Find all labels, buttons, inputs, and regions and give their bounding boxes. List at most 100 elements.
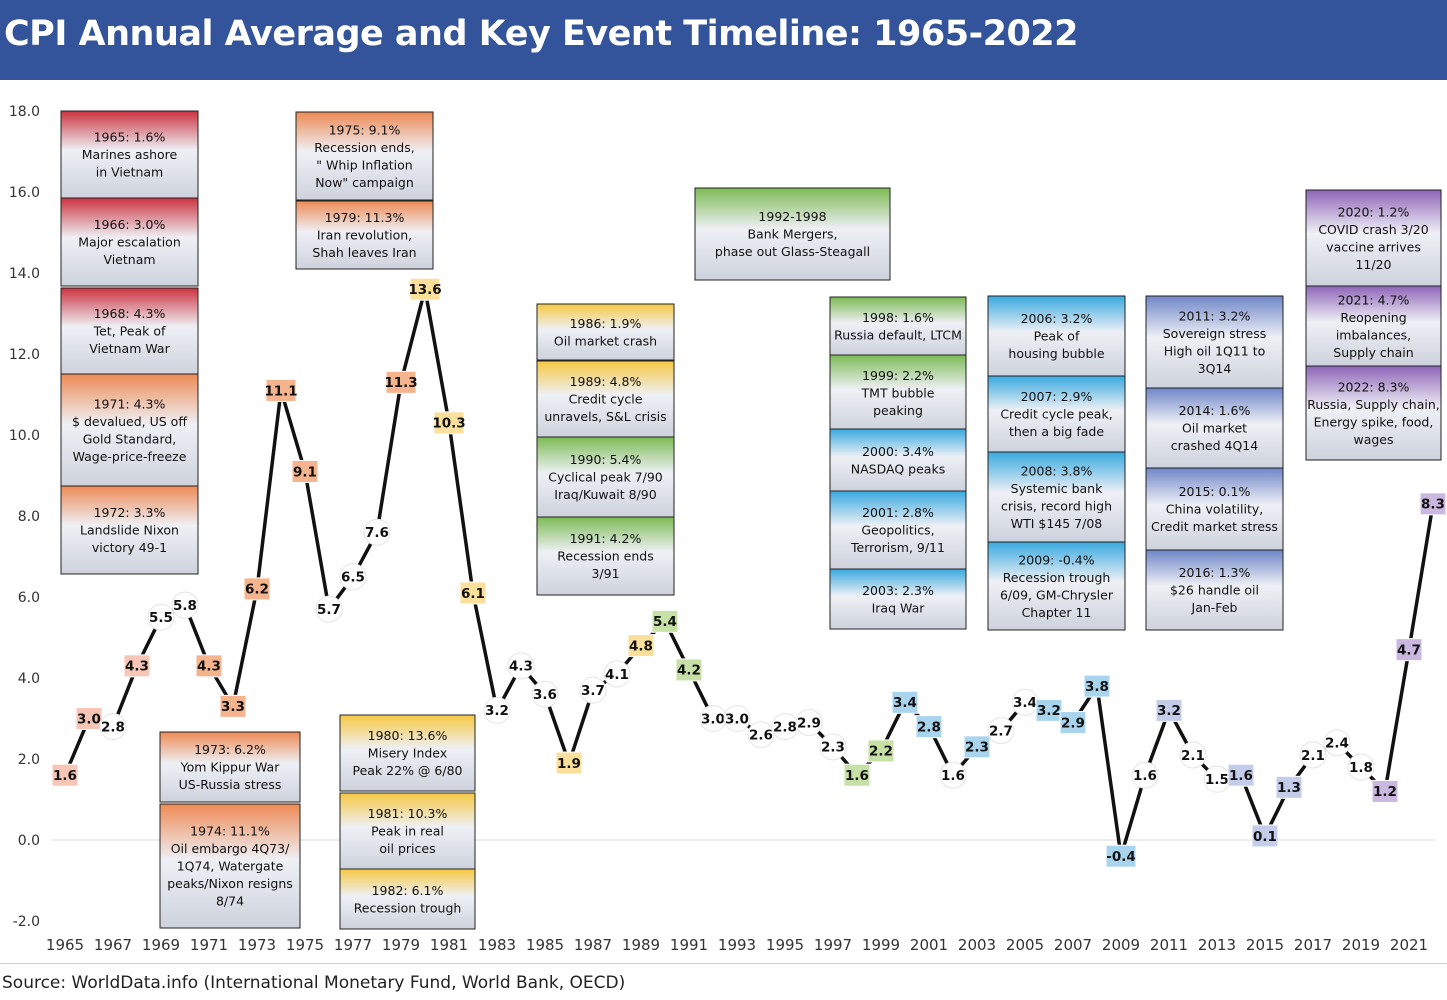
event-text-line: 11/20	[1355, 257, 1391, 272]
data-point-marker	[1083, 674, 1111, 698]
data-point-value: 2.8	[773, 719, 797, 735]
event-text-line: 1989: 4.8%	[570, 374, 642, 389]
event-text-line: COVID crash 3/20	[1318, 222, 1428, 237]
data-point-marker	[1131, 761, 1159, 789]
event-text-line: phase out Glass-Steagall	[715, 244, 870, 259]
data-point-marker	[843, 763, 871, 787]
event-annotation-box: 1982: 6.1% Recession trough	[339, 868, 476, 930]
data-point-marker	[265, 378, 297, 402]
data-point-marker	[891, 690, 919, 714]
data-point-marker	[315, 595, 343, 623]
event-text-line: 6/09, GM-Chrysler	[1000, 587, 1114, 602]
data-point-value: 5.8	[173, 598, 197, 614]
event-annotation-box: 2014: 1.6% Oil market crashed 4Q14	[1145, 387, 1284, 469]
data-point-value: 4.8	[629, 638, 653, 654]
x-tick-label: 2011	[1150, 936, 1188, 954]
event-text-line: Credit cycle	[569, 392, 643, 407]
data-label: 2.9	[795, 709, 823, 737]
data-point-value: 3.2	[1037, 703, 1061, 719]
data-point-marker	[147, 603, 175, 631]
x-tick-label: 2007	[1054, 936, 1092, 954]
event-box-frame	[60, 485, 199, 575]
event-text-line: $ devalued, US off	[72, 414, 187, 429]
event-text-line: Geopolitics,	[861, 523, 934, 538]
event-box-frame	[829, 428, 967, 492]
event-text-line: 1991: 4.2%	[570, 531, 642, 546]
data-point-value: 1.2	[1373, 784, 1397, 800]
event-text-line: 3/91	[591, 566, 619, 581]
x-tick-label: 1969	[142, 936, 180, 954]
event-text-line: 2009: -0.4%	[1018, 552, 1094, 567]
data-point-marker	[819, 733, 847, 761]
event-box-frame	[159, 731, 301, 803]
x-tick-label: 1967	[94, 936, 132, 954]
event-text-line: peaking	[873, 403, 923, 418]
data-point-value: 3.2	[1157, 703, 1181, 719]
data-point-value: 6.2	[245, 582, 269, 598]
event-box-frame	[987, 541, 1126, 631]
event-annotation-box: 2006: 3.2% Peak of housing bubble	[987, 295, 1126, 377]
data-label: 4.8	[627, 634, 655, 658]
data-point-value: 5.4	[653, 614, 677, 630]
y-tick-label: 8.0	[18, 509, 40, 525]
x-tick-label: 2021	[1390, 936, 1428, 954]
x-tick-label: 2009	[1102, 936, 1140, 954]
event-text-line: 1998: 1.6%	[862, 310, 934, 325]
data-point-marker	[243, 577, 271, 601]
data-point-marker	[1155, 698, 1183, 722]
data-label: 2.1	[1179, 741, 1207, 769]
data-point-value: 3.3	[221, 699, 245, 715]
event-box-frame	[987, 451, 1126, 543]
data-point-marker	[651, 609, 679, 633]
data-point-marker	[555, 751, 583, 775]
event-text-line: crashed 4Q14	[1171, 438, 1258, 453]
event-annotation-box: 1966: 3.0% Major escalation Vietnam	[60, 197, 199, 287]
data-point-value: 4.3	[509, 659, 533, 675]
data-label: 1.2	[1371, 779, 1399, 803]
data-label: 2.8	[915, 715, 943, 739]
event-text-line: 1986: 1.9%	[570, 316, 642, 331]
event-box-frame	[1305, 285, 1442, 367]
event-box-frame	[339, 868, 476, 930]
data-point-marker	[1323, 729, 1351, 757]
data-point-value: 1.6	[53, 768, 77, 784]
event-text-line: Vietnam	[103, 252, 155, 267]
event-text-line: WTI $145 7/08	[1011, 516, 1103, 531]
x-tick-label: 1971	[190, 936, 228, 954]
data-label: 10.3	[432, 411, 466, 435]
event-text-line: Recession trough	[1003, 570, 1111, 585]
event-text-line: 3Q14	[1198, 361, 1232, 376]
event-text-line: Supply chain	[1333, 345, 1413, 360]
data-label: 3.4	[1011, 688, 1039, 716]
data-point-marker	[579, 676, 607, 704]
event-box-frame	[1305, 365, 1442, 461]
data-label: 3.7	[579, 676, 607, 704]
data-point-marker	[51, 763, 79, 787]
event-text-line: victory 49-1	[92, 540, 167, 555]
data-label: 2.8	[99, 713, 127, 741]
data-label: 1.3	[1275, 775, 1303, 799]
event-box-frame	[60, 373, 199, 487]
data-point-marker	[1347, 753, 1375, 781]
event-text-line: 2016: 1.3%	[1179, 565, 1251, 580]
data-point-value: 10.3	[432, 416, 465, 432]
y-tick-label: 0.0	[18, 833, 40, 849]
data-point-marker	[1299, 741, 1327, 769]
data-point-value: 3.2	[485, 703, 509, 719]
data-label: 4.3	[195, 654, 223, 678]
event-annotation-box: 2000: 3.4% NASDAQ peaks	[829, 428, 967, 492]
event-box-frame	[1145, 549, 1284, 631]
data-point-value: 2.3	[965, 740, 989, 756]
event-annotation-box: 1980: 13.6% Misery Index Peak 22% @ 6/80	[339, 714, 476, 792]
event-text-line: 1966: 3.0%	[94, 217, 166, 232]
event-text-line: Tet, Peak of	[93, 324, 166, 339]
data-label: 9.1	[291, 459, 319, 483]
data-point-marker	[459, 581, 487, 605]
data-point-marker	[915, 715, 943, 739]
data-label: 2.1	[1299, 741, 1327, 769]
data-point-value: 2.4	[1325, 736, 1349, 752]
data-point-value: 3.8	[1085, 679, 1109, 695]
event-box-frame	[536, 360, 675, 438]
data-point-marker	[385, 370, 417, 394]
data-point-value: 2.1	[1301, 748, 1325, 764]
